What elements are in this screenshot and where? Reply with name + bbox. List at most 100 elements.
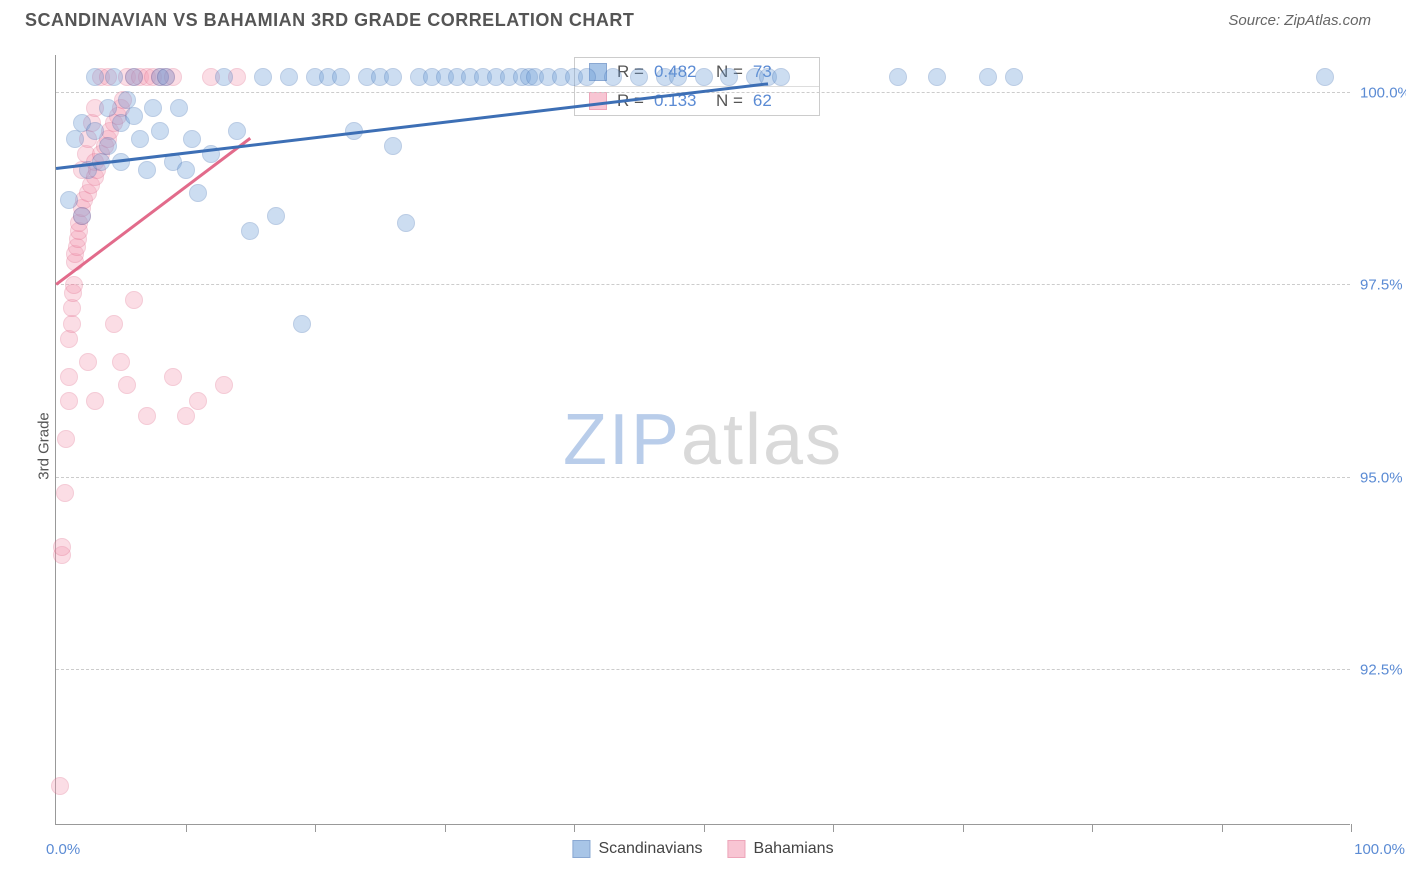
data-point <box>177 407 195 425</box>
data-point <box>73 207 91 225</box>
legend-swatch-icon <box>728 840 746 858</box>
chart-title: SCANDINAVIAN VS BAHAMIAN 3RD GRADE CORRE… <box>25 10 634 31</box>
data-point <box>105 315 123 333</box>
data-point <box>267 207 285 225</box>
data-point <box>215 376 233 394</box>
x-axis-max-label: 100.0% <box>1354 841 1405 858</box>
watermark: ZIPatlas <box>563 399 843 481</box>
data-point <box>889 68 907 86</box>
gridline <box>56 477 1350 478</box>
x-tick <box>1351 824 1352 832</box>
data-point <box>254 68 272 86</box>
data-point <box>131 130 149 148</box>
data-point <box>60 368 78 386</box>
data-point <box>151 122 169 140</box>
data-point <box>60 392 78 410</box>
data-point <box>384 68 402 86</box>
data-point <box>720 68 738 86</box>
watermark-zip: ZIP <box>563 400 681 480</box>
x-tick <box>445 824 446 832</box>
n-label: N = <box>716 91 743 111</box>
data-point <box>57 430 75 448</box>
data-point <box>56 484 74 502</box>
data-point <box>60 330 78 348</box>
data-point <box>228 122 246 140</box>
data-point <box>51 777 69 795</box>
y-tick-label: 100.0% <box>1360 84 1406 101</box>
data-point <box>112 353 130 371</box>
data-point <box>125 107 143 125</box>
x-tick <box>186 824 187 832</box>
data-point <box>1316 68 1334 86</box>
data-point <box>604 68 622 86</box>
data-point <box>215 68 233 86</box>
data-point <box>578 68 596 86</box>
data-point <box>63 315 81 333</box>
data-point <box>280 68 298 86</box>
legend-item: Bahamians <box>728 840 834 858</box>
data-point <box>157 68 175 86</box>
data-point <box>177 161 195 179</box>
data-point <box>65 276 83 294</box>
chart-header: SCANDINAVIAN VS BAHAMIAN 3RD GRADE CORRE… <box>0 0 1406 36</box>
scatter-chart: ZIPatlas R =0.482N =73R =0.133N =62 Scan… <box>55 55 1350 825</box>
y-tick-label: 92.5% <box>1360 662 1406 679</box>
data-point <box>86 392 104 410</box>
x-tick <box>833 824 834 832</box>
x-tick <box>574 824 575 832</box>
data-point <box>125 291 143 309</box>
watermark-atlas: atlas <box>681 400 843 480</box>
source-label: Source: <box>1228 12 1284 29</box>
data-point <box>118 376 136 394</box>
x-tick <box>704 824 705 832</box>
source-attribution: Source: ZipAtlas.com <box>1228 12 1371 29</box>
n-value: 62 <box>753 91 805 111</box>
data-point <box>63 299 81 317</box>
data-point <box>60 191 78 209</box>
chart-legend: Scandinavians Bahamians <box>572 840 833 858</box>
data-point <box>99 137 117 155</box>
data-point <box>397 214 415 232</box>
data-point <box>79 353 97 371</box>
data-point <box>170 99 188 117</box>
data-point <box>53 538 71 556</box>
data-point <box>1005 68 1023 86</box>
y-tick-label: 97.5% <box>1360 277 1406 294</box>
data-point <box>384 137 402 155</box>
correlation-stats-box: R =0.482N =73R =0.133N =62 <box>574 57 820 116</box>
data-point <box>189 392 207 410</box>
data-point <box>164 368 182 386</box>
gridline <box>56 284 1350 285</box>
data-point <box>66 130 84 148</box>
data-point <box>630 68 648 86</box>
x-tick <box>315 824 316 832</box>
x-axis-min-label: 0.0% <box>46 841 80 858</box>
data-point <box>293 315 311 333</box>
gridline <box>56 669 1350 670</box>
x-tick <box>963 824 964 832</box>
source-value: ZipAtlas.com <box>1284 12 1371 29</box>
data-point <box>105 68 123 86</box>
data-point <box>99 99 117 117</box>
data-point <box>183 130 201 148</box>
data-point <box>332 68 350 86</box>
data-point <box>979 68 997 86</box>
legend-label: Bahamians <box>754 840 834 858</box>
data-point <box>189 184 207 202</box>
data-point <box>86 122 104 140</box>
x-tick <box>1222 824 1223 832</box>
data-point <box>241 222 259 240</box>
data-point <box>138 161 156 179</box>
data-point <box>772 68 790 86</box>
legend-swatch-icon <box>572 840 590 858</box>
x-tick <box>1092 824 1093 832</box>
data-point <box>695 68 713 86</box>
legend-label: Scandinavians <box>598 840 702 858</box>
data-point <box>138 407 156 425</box>
y-axis-label: 3rd Grade <box>35 412 52 480</box>
legend-item: Scandinavians <box>572 840 702 858</box>
data-point <box>86 68 104 86</box>
data-point <box>125 68 143 86</box>
y-tick-label: 95.0% <box>1360 469 1406 486</box>
data-point <box>669 68 687 86</box>
